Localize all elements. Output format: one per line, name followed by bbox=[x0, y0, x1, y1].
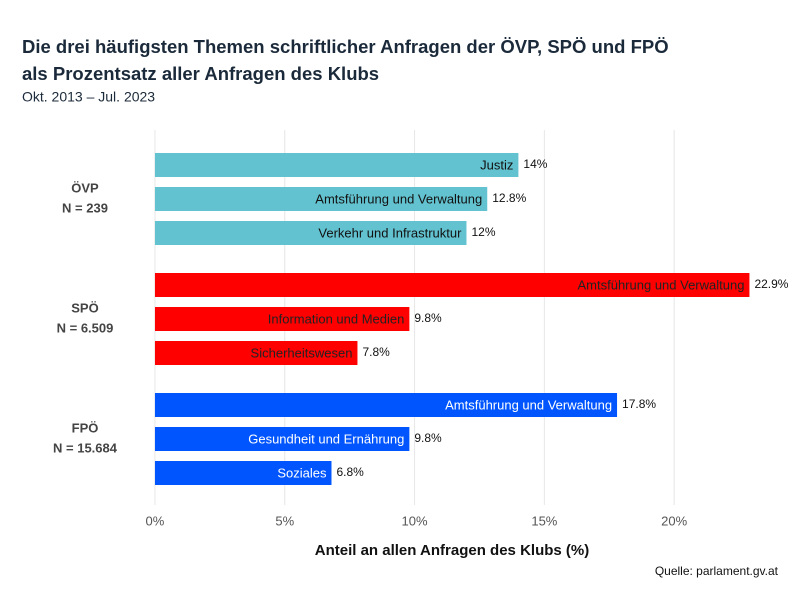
x-tick-label: 15% bbox=[531, 513, 557, 528]
bar-label: Justiz bbox=[480, 157, 513, 172]
source: Quelle: parlament.gv.at bbox=[655, 564, 779, 578]
bar-label: Sicherheitswesen bbox=[251, 345, 353, 360]
bar bbox=[154, 273, 750, 297]
chart-title: Die drei häufigsten Themen schriftlicher… bbox=[22, 36, 669, 57]
bar-label: Gesundheit und Ernährung bbox=[248, 431, 404, 446]
value-label: 12.8% bbox=[492, 191, 526, 205]
bar bbox=[154, 307, 410, 331]
group-n: N = 6.509 bbox=[57, 320, 114, 335]
value-label: 9.8% bbox=[414, 431, 442, 445]
bar-label: Soziales bbox=[277, 465, 327, 480]
group-n: N = 239 bbox=[62, 200, 108, 215]
x-tick-label: 10% bbox=[402, 513, 428, 528]
group-label: ÖVP bbox=[71, 180, 99, 195]
bar bbox=[154, 221, 467, 245]
group-label: FPÖ bbox=[72, 420, 99, 435]
value-label: 22.9% bbox=[754, 277, 788, 291]
group-label: SPÖ bbox=[71, 300, 98, 315]
value-label: 14% bbox=[523, 157, 547, 171]
x-tick-label: 20% bbox=[661, 513, 687, 528]
bar-label: Information und Medien bbox=[268, 311, 405, 326]
bar bbox=[154, 187, 488, 211]
bar bbox=[154, 461, 332, 485]
bar bbox=[154, 393, 618, 417]
bar bbox=[154, 153, 519, 177]
bar bbox=[154, 427, 410, 451]
chart-title: als Prozentsatz aller Anfragen des Klubs bbox=[22, 63, 379, 84]
bar-label: Verkehr und Infrastruktur bbox=[318, 225, 462, 240]
x-axis-title: Anteil an allen Anfragen des Klubs (%) bbox=[315, 542, 589, 559]
x-tick-label: 5% bbox=[275, 513, 294, 528]
bar-label: Amtsführung und Verwaltung bbox=[315, 191, 482, 206]
bar-label: Amtsführung und Verwaltung bbox=[445, 397, 612, 412]
chart-subtitle: Okt. 2013 – Jul. 2023 bbox=[22, 89, 155, 105]
group-n: N = 15.684 bbox=[53, 440, 118, 455]
bar bbox=[154, 341, 358, 365]
bar-label: Amtsführung und Verwaltung bbox=[578, 277, 745, 292]
x-tick-label: 0% bbox=[146, 513, 165, 528]
value-label: 17.8% bbox=[622, 397, 656, 411]
plot: ÖVP N = 239 Justiz 14% Amtsführung und Verwa… bbox=[53, 153, 789, 485]
value-label: 7.8% bbox=[362, 345, 390, 359]
value-label: 9.8% bbox=[414, 311, 442, 325]
value-label: 12% bbox=[471, 225, 495, 239]
value-label: 6.8% bbox=[336, 465, 364, 479]
